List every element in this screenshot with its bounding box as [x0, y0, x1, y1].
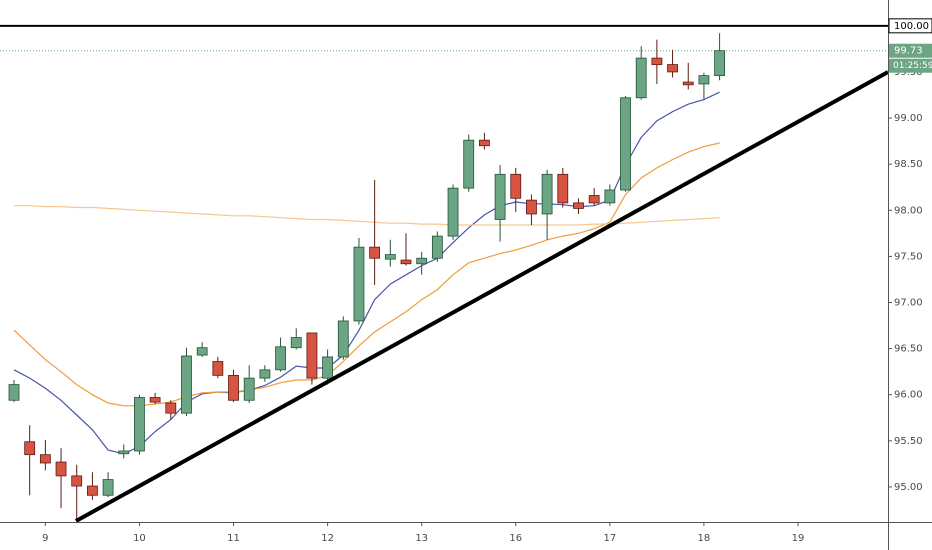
- candle-body: [682, 81, 694, 86]
- candle-body: [71, 475, 83, 487]
- candle-body: [447, 187, 459, 237]
- candle-body: [212, 361, 224, 376]
- y-tick-label: 95.00: [894, 482, 923, 493]
- y-tick-label: 98.00: [894, 205, 923, 216]
- countdown-label: 01:25:59: [893, 61, 932, 71]
- candle-body: [275, 346, 286, 371]
- candle-body: [322, 356, 334, 379]
- candle-body: [478, 139, 490, 147]
- candle-body: [290, 337, 302, 349]
- candle-body: [8, 384, 20, 401]
- candle-body: [165, 402, 177, 414]
- y-tick-label: 96.00: [894, 390, 923, 401]
- candle-body: [181, 355, 192, 414]
- candle-body: [400, 259, 412, 265]
- candle-body: [714, 50, 725, 77]
- candle-body: [259, 369, 271, 379]
- candle-body: [526, 199, 537, 215]
- x-tick-label: 11: [227, 533, 240, 544]
- candle-body: [557, 173, 569, 204]
- candle-body: [431, 235, 443, 259]
- price-label: 99.73: [894, 46, 923, 57]
- x-tick-label: 12: [321, 533, 334, 544]
- y-tick-label: 97.50: [894, 251, 923, 262]
- candle-body: [369, 246, 381, 259]
- moving-average-line: [13, 91, 720, 455]
- candle-body: [651, 57, 663, 65]
- candle-body: [55, 461, 67, 477]
- candle-body: [588, 195, 600, 204]
- candle-body: [541, 173, 553, 215]
- x-tick-label: 16: [509, 533, 522, 544]
- y-tick-label: 99.00: [894, 113, 923, 124]
- candle-body: [463, 139, 475, 189]
- y-tick-label: 98.50: [894, 159, 923, 170]
- trend-line: [75, 70, 889, 523]
- candle-body: [102, 479, 114, 496]
- x-tick-label: 19: [792, 533, 805, 544]
- candle-body: [635, 57, 647, 99]
- plot-area: [0, 24, 888, 521]
- candle-body: [604, 189, 616, 204]
- moving-average-line: [13, 142, 720, 407]
- x-tick-label: 17: [603, 533, 616, 544]
- candle-body: [620, 97, 631, 191]
- candle-body: [667, 64, 678, 73]
- candle-body: [306, 332, 318, 379]
- countdown-box: [889, 58, 932, 73]
- x-tick-label: 18: [698, 533, 711, 544]
- candle-body: [134, 397, 145, 452]
- y-tick-label: 95.50: [894, 436, 923, 447]
- y-tick-label: 97.00: [894, 298, 923, 309]
- candle-body: [510, 173, 522, 199]
- candle-body: [573, 202, 584, 209]
- candle-body: [149, 397, 161, 403]
- candle-body: [698, 75, 710, 85]
- candle-body: [243, 377, 255, 401]
- candle-body: [196, 347, 208, 356]
- y-tick-label: 96.50: [894, 344, 923, 355]
- candle-body: [87, 485, 98, 496]
- candle-body: [416, 257, 428, 265]
- price-axis-panel: [888, 0, 932, 550]
- candle-body: [39, 454, 51, 464]
- price-label: 100.00: [894, 21, 929, 32]
- candle-body: [337, 320, 349, 358]
- candle-body: [228, 374, 239, 401]
- axes: 95.00 95.50 96.00 96.50 97.00 97.50 98.00 98.50…: [42, 67, 922, 544]
- x-tick-label: 10: [133, 533, 146, 544]
- price-label-box: [889, 43, 932, 58]
- candle-body: [353, 246, 365, 322]
- time-axis-panel: [0, 523, 888, 550]
- price-label-box: [888, 18, 932, 34]
- candle-body: [24, 441, 36, 456]
- moving-average-line: [14, 205, 720, 226]
- candle-body: [494, 173, 506, 220]
- x-tick-label: 13: [415, 533, 428, 544]
- candle-body: [384, 254, 396, 260]
- x-tick-label: 9: [42, 533, 48, 544]
- candle-body: [118, 450, 130, 455]
